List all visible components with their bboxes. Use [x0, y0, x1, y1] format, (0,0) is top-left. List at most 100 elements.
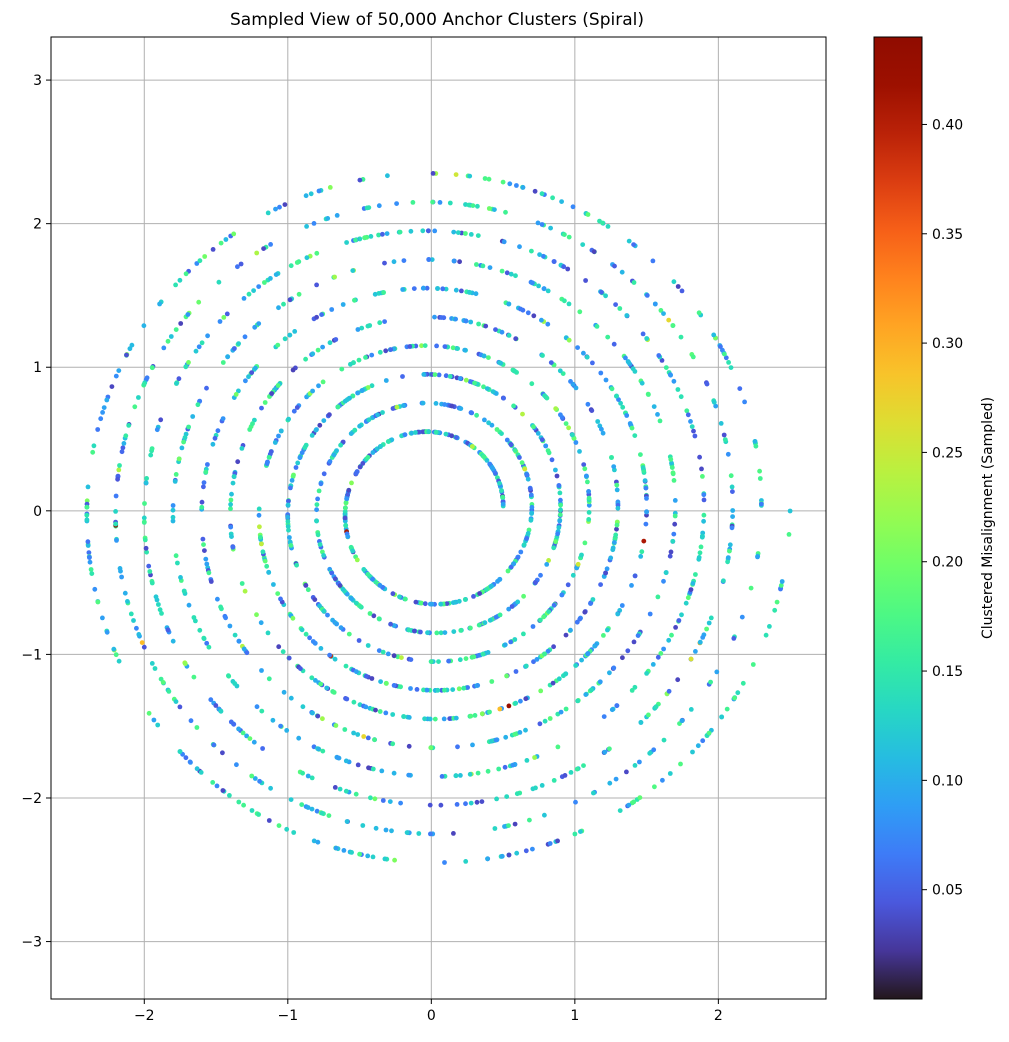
scatter-point: [341, 848, 347, 853]
scatter-point: [202, 548, 207, 553]
scatter-point: [453, 172, 459, 178]
scatter-point: [489, 679, 495, 684]
scatter-point: [463, 202, 468, 207]
scatter-point: [434, 630, 440, 636]
scatter-point: [288, 543, 294, 548]
scatter-point: [253, 365, 258, 371]
scatter-point: [335, 404, 341, 410]
scatter-point: [346, 631, 352, 637]
scatter-point: [663, 570, 669, 576]
scatter-point: [524, 758, 530, 763]
scatter-point: [753, 443, 759, 449]
scatter-point: [309, 806, 315, 812]
scatter-point: [236, 638, 242, 644]
scatter-point: [453, 316, 458, 322]
scatter-point: [262, 558, 268, 564]
scatter-point: [119, 574, 124, 580]
scatter-point: [614, 487, 620, 493]
scatter-point: [563, 632, 569, 638]
scatter-point: [314, 502, 320, 507]
scatter-point: [731, 636, 737, 641]
scatter-point: [697, 639, 703, 645]
scatter-point: [505, 568, 511, 574]
scatter-point: [515, 599, 521, 605]
scatter-point: [348, 361, 353, 367]
scatter-point: [484, 458, 490, 463]
colorbar-label: Clustered Misalignment (Sampled): [980, 397, 996, 639]
scatter-point: [141, 644, 147, 650]
scatter-point: [101, 405, 107, 410]
scatter-point: [196, 299, 202, 305]
scatter-point: [204, 385, 209, 391]
colorbar-tick-label: 0.10: [932, 773, 963, 789]
scatter-point: [467, 771, 473, 777]
scatter-point: [327, 340, 333, 346]
scatter-point: [187, 759, 193, 765]
scatter-point: [195, 402, 201, 408]
scatter-point: [188, 718, 194, 724]
scatter-point: [413, 430, 418, 435]
scatter-point: [365, 735, 371, 741]
scatter-point: [316, 383, 321, 389]
scatter-point: [368, 234, 374, 239]
scatter-point: [173, 553, 179, 559]
scatter-point: [514, 850, 520, 856]
scatter-point: [467, 290, 472, 295]
scatter-point: [197, 258, 203, 264]
scatter-point: [511, 403, 516, 409]
scatter-point: [218, 604, 224, 610]
scatter-point: [170, 503, 176, 508]
scatter-point: [603, 377, 609, 383]
scatter-point: [615, 611, 621, 617]
scatter-point: [647, 750, 653, 756]
scatter-point: [555, 838, 560, 844]
scatter-point: [612, 540, 617, 545]
scatter-point: [412, 628, 417, 634]
scatter-point: [288, 695, 294, 701]
scatter-point: [204, 561, 210, 567]
scatter-point: [701, 512, 707, 518]
scatter-point: [116, 467, 122, 473]
scatter-point: [152, 666, 158, 671]
scatter-point: [258, 620, 264, 626]
scatter-point: [447, 716, 453, 721]
scatter-point: [573, 799, 578, 805]
scatter-point: [692, 433, 698, 439]
scatter-point: [658, 308, 664, 313]
scatter-point: [173, 699, 179, 704]
scatter-point: [284, 728, 290, 733]
scatter-point: [149, 580, 155, 586]
scatter-point: [120, 445, 126, 451]
scatter-point: [181, 439, 187, 445]
scatter-point: [470, 444, 475, 449]
scatter-point: [363, 673, 369, 679]
scatter-point: [205, 462, 210, 467]
scatter-point: [257, 778, 262, 784]
scatter-point: [669, 460, 674, 466]
scatter-point: [468, 713, 474, 719]
scatter-point: [244, 650, 250, 656]
scatter-point: [574, 766, 580, 772]
scatter-point: [422, 716, 427, 722]
scatter-point: [458, 773, 463, 778]
scatter-point: [545, 321, 551, 327]
scatter-point: [134, 625, 139, 631]
scatter-point: [701, 497, 707, 503]
scatter-point: [388, 347, 394, 352]
scatter-point: [582, 540, 588, 546]
scatter-point: [690, 354, 696, 360]
scatter-point: [475, 770, 481, 776]
scatter-point: [545, 648, 551, 654]
scatter-point: [315, 713, 321, 719]
scatter-point: [434, 343, 439, 349]
scatter-point: [539, 437, 545, 443]
scatter-point: [144, 476, 150, 481]
scatter-point: [143, 545, 149, 551]
scatter-point: [553, 539, 558, 545]
scatter-point: [678, 394, 684, 400]
scatter-point: [470, 203, 476, 209]
scatter-point: [113, 509, 118, 514]
scatter-point: [123, 433, 129, 439]
scatter-point: [238, 261, 244, 267]
scatter-point: [725, 555, 731, 560]
